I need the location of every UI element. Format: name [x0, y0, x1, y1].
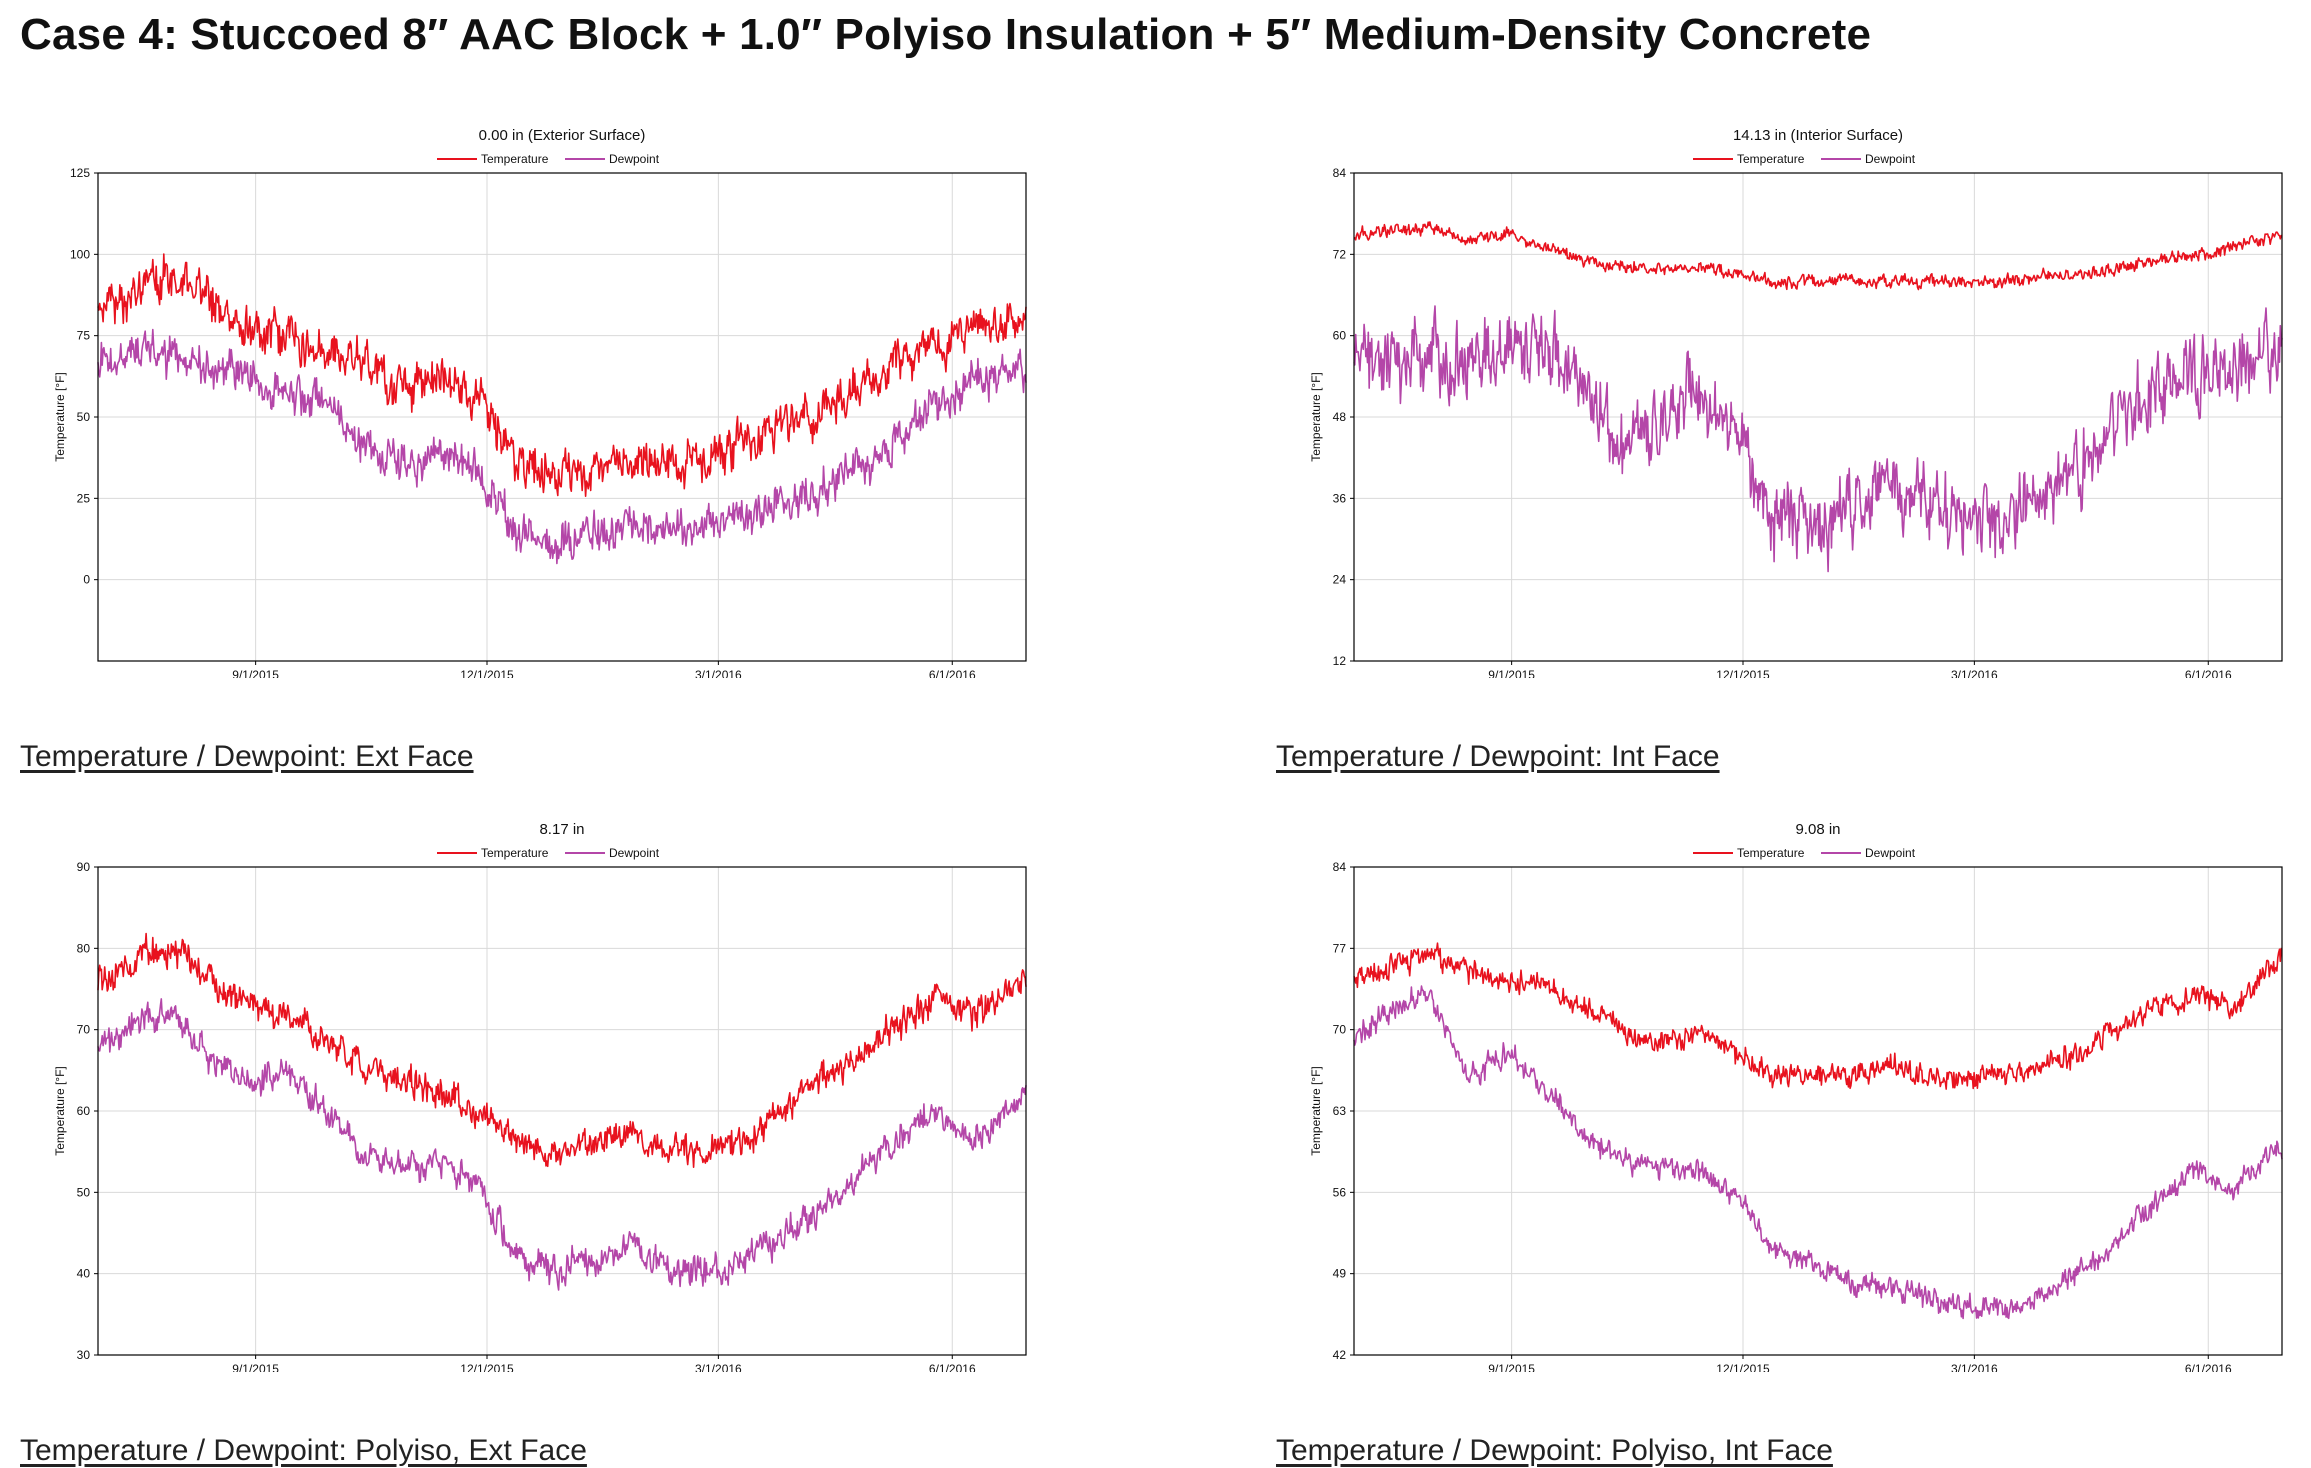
y-tick-label: 63 — [1333, 1104, 1347, 1118]
y-tick-label: 70 — [77, 1023, 91, 1037]
x-tick-label: 6/1/2016 — [2185, 1362, 2232, 1372]
legend: Temperature Dewpoint — [437, 846, 660, 860]
legend: Temperature Dewpoint — [1693, 846, 1916, 860]
y-tick-label: 77 — [1333, 941, 1347, 955]
y-tick-label: 42 — [1333, 1348, 1347, 1362]
x-tick-label: 3/1/2016 — [695, 668, 742, 678]
y-tick-label: 25 — [77, 491, 91, 505]
x-tick-label: 3/1/2016 — [695, 1362, 742, 1372]
legend-dewpoint-label: Dewpoint — [1865, 846, 1916, 860]
chart-panel-int-face: 14.13 in (Interior Surface) Temperature De… — [1286, 118, 2311, 678]
dewpoint-series-line — [1353, 305, 2283, 573]
legend-dewpoint-label: Dewpoint — [609, 846, 660, 860]
caption-polyiso-ext-face: Temperature / Dewpoint: Polyiso, Ext Fac… — [20, 1434, 587, 1467]
legend-dewpoint-label: Dewpoint — [609, 152, 660, 166]
temperature-series-line — [97, 932, 1027, 1169]
legend-temperature-label: Temperature — [1737, 846, 1805, 860]
legend: Temperature Dewpoint — [1693, 152, 1916, 166]
y-tick-label: 75 — [77, 329, 91, 343]
legend: Temperature Dewpoint — [437, 152, 660, 166]
chart-polyiso-ext-face: 8.17 in Temperature Dewpoint 30 40 50 60 70 80 90… — [53, 821, 1027, 1372]
x-tick-label: 3/1/2016 — [1951, 668, 1998, 678]
caption-int-face: Temperature / Dewpoint: Int Face — [1276, 740, 1720, 773]
y-tick-label: 72 — [1333, 247, 1347, 261]
y-tick-label: 50 — [77, 410, 91, 424]
legend-temperature-label: Temperature — [481, 152, 549, 166]
x-tick-label: 9/1/2015 — [232, 668, 279, 678]
chart-panel-ext-face: 0.00 in (Exterior Surface) Temperature Dew… — [30, 118, 1110, 678]
x-tick-label: 3/1/2016 — [1951, 1362, 1998, 1372]
legend-temperature-label: Temperature — [1737, 152, 1805, 166]
y-axis-label: Temperature [°F] — [1309, 372, 1323, 462]
y-tick-label: 24 — [1333, 573, 1347, 587]
x-tick-label: 12/1/2015 — [460, 668, 514, 678]
chart-panel-polyiso-int-face: 9.08 in Temperature Dewpoint 42 49 56 63 70 77 84… — [1286, 812, 2311, 1372]
x-tick-label: 9/1/2015 — [1488, 1362, 1535, 1372]
chart-polyiso-int-face: 9.08 in Temperature Dewpoint 42 49 56 63 70 77 84… — [1309, 821, 2283, 1372]
chart-title: 8.17 in — [539, 821, 584, 838]
y-tick-label: 84 — [1333, 860, 1347, 874]
x-tick-label: 6/1/2016 — [929, 1362, 976, 1372]
y-tick-label: 36 — [1333, 491, 1347, 505]
y-tick-label: 90 — [77, 860, 91, 874]
page-title: Case 4: Stuccoed 8″ AAC Block + 1.0″ Pol… — [20, 10, 1872, 59]
x-tick-label: 6/1/2016 — [2185, 668, 2232, 678]
x-tick-label: 12/1/2015 — [1716, 668, 1770, 678]
temperature-series-line — [1353, 221, 2283, 291]
y-tick-label: 48 — [1333, 410, 1347, 424]
y-tick-label: 80 — [77, 941, 91, 955]
y-tick-label: 60 — [77, 1104, 91, 1118]
y-axis-label: Temperature [°F] — [53, 372, 67, 462]
y-tick-label: 30 — [77, 1348, 91, 1362]
x-tick-label: 12/1/2015 — [1716, 1362, 1770, 1372]
y-tick-label: 70 — [1333, 1023, 1347, 1037]
chart-title: 14.13 in (Interior Surface) — [1733, 127, 1903, 144]
temperature-series-line — [1353, 942, 2283, 1090]
y-tick-label: 125 — [70, 166, 90, 180]
y-tick-label: 12 — [1333, 654, 1347, 668]
x-tick-label: 12/1/2015 — [460, 1362, 514, 1372]
chart-ext-face: 0.00 in (Exterior Surface) Temperature Dew… — [53, 127, 1027, 678]
chart-int-face: 14.13 in (Interior Surface) Temperature De… — [1309, 127, 2283, 678]
x-tick-label: 6/1/2016 — [929, 668, 976, 678]
y-tick-label: 56 — [1333, 1185, 1347, 1199]
x-tick-label: 9/1/2015 — [232, 1362, 279, 1372]
y-tick-label: 0 — [83, 573, 90, 587]
y-tick-label: 84 — [1333, 166, 1347, 180]
y-axis-label: Temperature [°F] — [1309, 1066, 1323, 1156]
caption-polyiso-int-face: Temperature / Dewpoint: Polyiso, Int Fac… — [1276, 1434, 1833, 1467]
y-tick-label: 100 — [70, 247, 90, 261]
y-tick-label: 50 — [77, 1185, 91, 1199]
y-tick-label: 60 — [1333, 329, 1347, 343]
y-tick-label: 49 — [1333, 1267, 1347, 1281]
caption-ext-face: Temperature / Dewpoint: Ext Face — [20, 740, 474, 773]
y-axis-label: Temperature [°F] — [53, 1066, 67, 1156]
chart-title: 9.08 in — [1795, 821, 1840, 838]
chart-panel-polyiso-ext-face: 8.17 in Temperature Dewpoint 30 40 50 60 70 80 90… — [30, 812, 1110, 1372]
dewpoint-series-line — [97, 328, 1027, 565]
chart-title: 0.00 in (Exterior Surface) — [479, 127, 646, 144]
temperature-series-line — [97, 253, 1027, 498]
y-tick-label: 40 — [77, 1267, 91, 1281]
x-tick-label: 9/1/2015 — [1488, 668, 1535, 678]
legend-temperature-label: Temperature — [481, 846, 549, 860]
dewpoint-series-line — [97, 998, 1027, 1291]
dewpoint-series-line — [1353, 985, 2283, 1320]
legend-dewpoint-label: Dewpoint — [1865, 152, 1916, 166]
